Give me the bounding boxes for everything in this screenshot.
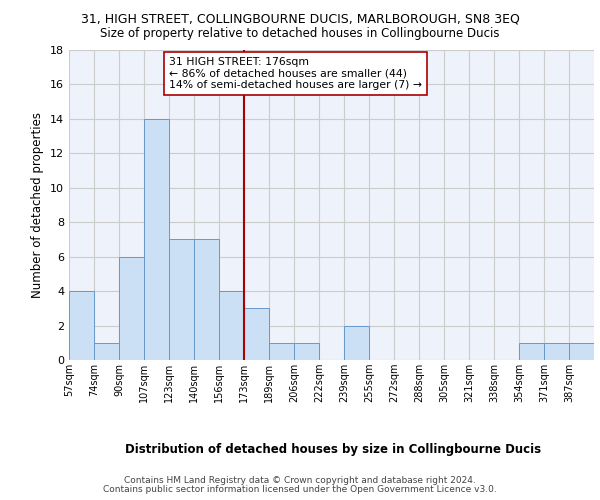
- Bar: [169, 240, 194, 360]
- Text: 31, HIGH STREET, COLLINGBOURNE DUCIS, MARLBOROUGH, SN8 3EQ: 31, HIGH STREET, COLLINGBOURNE DUCIS, MA…: [80, 12, 520, 26]
- Bar: [544, 343, 569, 360]
- Bar: [569, 343, 594, 360]
- Text: Distribution of detached houses by size in Collingbourne Ducis: Distribution of detached houses by size …: [125, 442, 541, 456]
- Bar: [144, 119, 169, 360]
- Bar: [294, 343, 319, 360]
- Bar: [244, 308, 269, 360]
- Bar: [219, 291, 244, 360]
- Y-axis label: Number of detached properties: Number of detached properties: [31, 112, 44, 298]
- Text: Contains public sector information licensed under the Open Government Licence v3: Contains public sector information licen…: [103, 485, 497, 494]
- Bar: [119, 256, 144, 360]
- Bar: [344, 326, 369, 360]
- Bar: [519, 343, 544, 360]
- Text: Contains HM Land Registry data © Crown copyright and database right 2024.: Contains HM Land Registry data © Crown c…: [124, 476, 476, 485]
- Bar: [69, 291, 94, 360]
- Text: 31 HIGH STREET: 176sqm
← 86% of detached houses are smaller (44)
14% of semi-det: 31 HIGH STREET: 176sqm ← 86% of detached…: [169, 57, 422, 90]
- Bar: [194, 240, 219, 360]
- Bar: [94, 343, 119, 360]
- Bar: [269, 343, 294, 360]
- Text: Size of property relative to detached houses in Collingbourne Ducis: Size of property relative to detached ho…: [100, 28, 500, 40]
